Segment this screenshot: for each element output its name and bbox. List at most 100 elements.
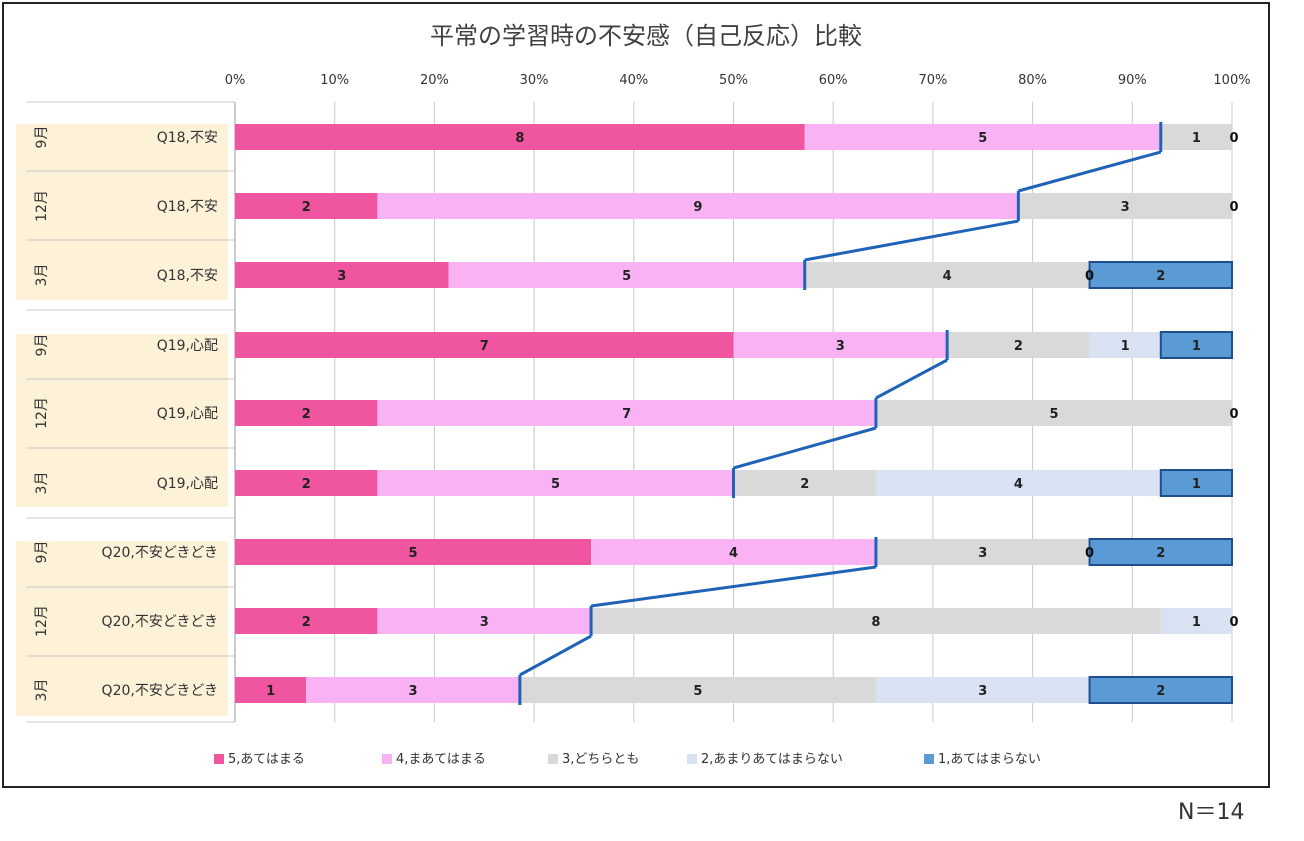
x-tick-label: 0%	[225, 73, 246, 88]
bar-segment	[377, 470, 734, 496]
legend-swatch	[214, 754, 224, 764]
bar-segment	[1088, 676, 1233, 704]
data-label: 5	[622, 269, 631, 284]
bar-segment	[235, 677, 307, 703]
item-label: Q18,不安	[157, 268, 218, 284]
group-band	[16, 541, 228, 716]
data-label: 3	[978, 546, 987, 561]
bar-segment	[804, 124, 1161, 150]
bar-segment	[306, 677, 520, 703]
bar-segment	[235, 470, 378, 496]
legend-swatch	[924, 754, 934, 764]
bar-segment	[804, 262, 1090, 288]
data-label: 7	[622, 407, 631, 422]
data-label: 3	[409, 684, 418, 699]
x-tick-label: 40%	[619, 73, 648, 88]
data-label: 1	[1121, 339, 1130, 354]
legend-label: 2,あまりあてはまらない	[701, 752, 843, 767]
connector-line	[804, 219, 1019, 262]
group-bands	[16, 124, 228, 716]
row-labels: 9月 Q18,不安 12月 Q18,不安 3月 Q18,不安 9月 Q19,心配 12月 Q19,…	[26, 101, 235, 723]
month-label: 12月	[34, 605, 50, 637]
data-label: 5	[409, 546, 418, 561]
data-label: 2	[302, 407, 311, 422]
connector-line	[875, 358, 948, 400]
data-label: 2	[1156, 546, 1165, 561]
bar-segment	[733, 470, 876, 496]
connector-line	[1017, 150, 1162, 193]
x-tick-label: 90%	[1118, 73, 1147, 88]
bar-segment	[1088, 261, 1233, 289]
bar-segment	[1088, 538, 1233, 566]
bar-segment	[235, 262, 449, 288]
bar-segment	[377, 400, 876, 426]
legend-label: 1,あてはまらない	[938, 752, 1041, 767]
data-label-zero: 0	[1229, 200, 1238, 215]
data-label: 3	[337, 269, 346, 284]
bar-segment	[1159, 469, 1234, 497]
bar-segment	[591, 608, 1161, 634]
data-label: 9	[693, 200, 702, 215]
bar-segment	[875, 400, 1232, 426]
bar-segment	[448, 262, 805, 288]
item-label: Q18,不安	[157, 199, 218, 215]
data-label: 5	[1049, 407, 1058, 422]
connector-line	[519, 634, 592, 677]
sample-size-note: N＝14	[1178, 800, 1245, 825]
item-label: Q20,不安どきどき	[102, 545, 218, 561]
data-label: 5	[693, 684, 702, 699]
bar-segment	[235, 539, 592, 565]
chart-frame: 平常の学習時の不安感（自己反応）比較 0% 10% 20% 30% 40% 50% 60% 7…	[2, 2, 1270, 788]
x-tick-label: 20%	[420, 73, 449, 88]
bar-segment	[591, 539, 876, 565]
data-label: 8	[515, 131, 524, 146]
bar-segment	[1160, 124, 1232, 150]
connector-line	[590, 565, 877, 608]
bar-segment	[235, 608, 378, 634]
x-tick-label: 100%	[1213, 73, 1250, 88]
month-label: 9月	[34, 541, 50, 564]
connector-line	[733, 426, 877, 470]
bars: 8 5 1 0 2 9 3 0 3 5 4 2 0 7 3 2 1 1 2 7 5 0 2 5 2 4 1 5 4 3 2 0 2 3 8 1 0 1 3 5…	[235, 124, 1239, 704]
bar-segment	[377, 608, 592, 634]
month-label: 9月	[34, 334, 50, 357]
month-label: 9月	[34, 126, 50, 149]
legend-swatch	[382, 754, 392, 764]
bar-segment	[235, 332, 734, 358]
item-label: Q19,心配	[157, 476, 218, 492]
month-label: 12月	[34, 397, 50, 429]
data-label: 1	[1192, 131, 1201, 146]
group-band	[16, 334, 228, 507]
data-label: 3	[1121, 200, 1130, 215]
data-label: 5	[978, 131, 987, 146]
data-label-zero: 0	[1229, 407, 1238, 422]
data-label-zero: 0	[1229, 131, 1238, 146]
bar-segment	[875, 470, 1161, 496]
data-label: 5	[551, 477, 560, 492]
data-label: 1	[1192, 477, 1201, 492]
data-label: 3	[978, 684, 987, 699]
x-tick-label: 60%	[819, 73, 848, 88]
legend-label: 3,どちらとも	[562, 752, 639, 767]
data-label: 4	[1014, 477, 1023, 492]
x-tick-label: 30%	[520, 73, 549, 88]
data-label-zero: 0	[1229, 615, 1238, 630]
data-label-zero: 0	[1085, 269, 1094, 284]
data-label: 1	[1192, 615, 1201, 630]
group-band	[16, 124, 228, 300]
data-label: 2	[1156, 269, 1165, 284]
data-label: 2	[302, 200, 311, 215]
legend-label: 4,まあてはまる	[396, 752, 486, 767]
month-label: 12月	[34, 190, 50, 222]
item-label: Q20,不安どきどき	[102, 614, 218, 630]
data-label: 2	[302, 477, 311, 492]
month-label: 3月	[34, 679, 50, 702]
legend-swatch	[548, 754, 558, 764]
item-label: Q20,不安どきどき	[102, 683, 218, 699]
bar-segment	[235, 124, 805, 150]
item-label: Q19,心配	[157, 338, 218, 354]
data-label: 3	[836, 339, 845, 354]
bar-segment	[1160, 608, 1232, 634]
chart-svg: 平常の学習時の不安感（自己反応）比較 0% 10% 20% 30% 40% 50% 60% 7…	[16, 22, 1251, 767]
x-tick-label: 50%	[719, 73, 748, 88]
